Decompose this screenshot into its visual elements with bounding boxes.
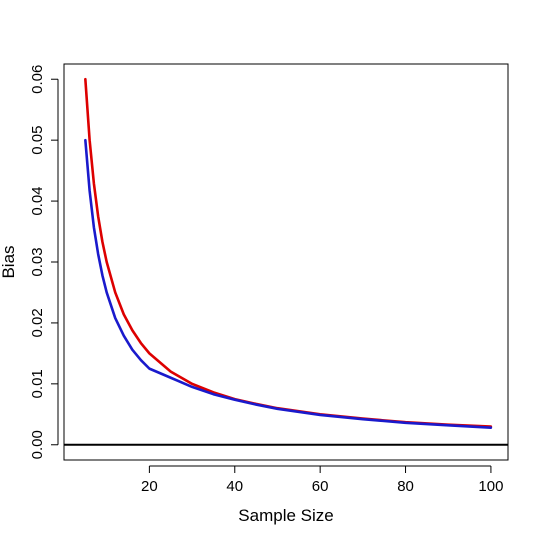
y-tick-label: 0.02 [29,308,46,337]
x-tick-label: 80 [397,478,414,495]
y-tick-label: 0.00 [29,430,46,459]
series-group [84,77,493,430]
x-tick-label: 100 [478,478,503,495]
y-tick-label: 0.04 [29,186,46,215]
y-tick-label: 0.06 [29,65,46,94]
y-axis: 0.00 0.01 0.02 0.03 0.04 0.05 0.06 [29,65,59,459]
x-axis: 20 40 60 80 100 [141,465,503,495]
x-axis-title: Sample Size [238,506,333,525]
y-tick-label: 0.05 [29,126,46,155]
series-line-2 [84,138,493,430]
y-tick-label: 0.03 [29,247,46,276]
x-tick-label: 40 [226,478,243,495]
x-tick-label: 20 [141,478,158,495]
y-tick-label: 0.01 [29,369,46,398]
series-line-1 [84,77,493,428]
x-tick-label: 60 [312,478,329,495]
y-axis-title: Bias [0,245,18,278]
plot-frame [63,63,509,461]
